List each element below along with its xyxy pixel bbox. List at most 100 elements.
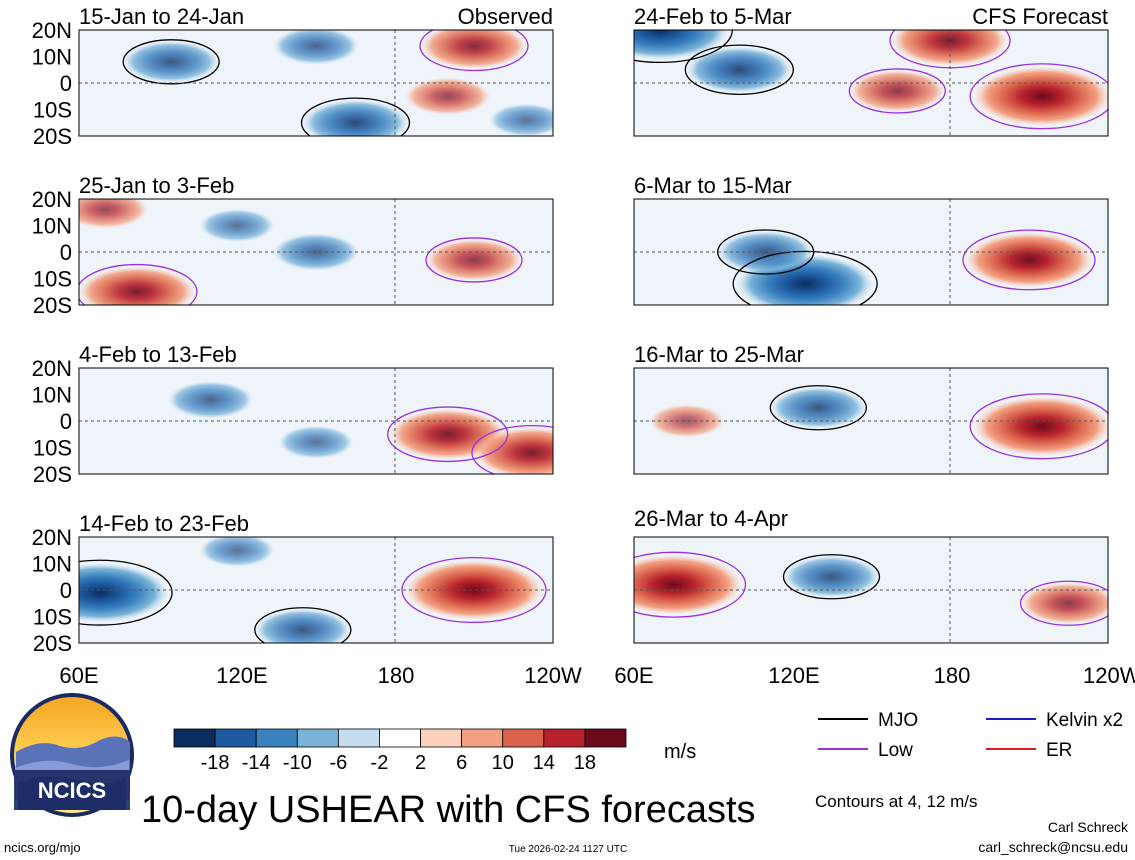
lon-label-180-right: 180	[934, 663, 971, 688]
anomaly-blob-positive	[973, 66, 1108, 127]
lat-label: 10S	[33, 267, 72, 292]
anomaly-blob-negative	[634, 30, 730, 60]
panel-label-obs3: 4-Feb to 13-Feb	[79, 342, 237, 367]
legend-label-er: ER	[1046, 740, 1072, 761]
colorbar-tick-label: 14	[533, 752, 555, 774]
colorbar-swatch	[420, 728, 463, 748]
legend-label-low: Low	[878, 740, 913, 761]
colorbar-tick-label: -2	[371, 752, 389, 774]
figure-title: 10-day USHEAR with CFS forecasts	[141, 789, 756, 831]
lat-label: 20N	[32, 18, 72, 43]
lat-label: 10S	[33, 605, 72, 630]
legend-label-kelvin: Kelvin x2	[1046, 710, 1123, 731]
footer-url: ncics.org/mjo	[4, 840, 81, 855]
footer-timestamp: Tue 2026-02-24 1127 UTC	[509, 844, 627, 855]
colorbar-tick-label: -10	[283, 752, 312, 774]
colorbar-swatch	[461, 728, 504, 748]
lat-label: 0	[60, 578, 72, 603]
anomaly-blob-positive	[849, 69, 946, 112]
anomaly-blob-positive	[79, 266, 196, 305]
footer-email: carl_schreck@ncsu.edu	[978, 839, 1128, 855]
anomaly-blob-negative	[79, 562, 169, 623]
panel-label-obs4: 14-Feb to 23-Feb	[79, 511, 249, 536]
map-panel-obs3	[78, 367, 554, 475]
lon-label-120e-left: 120E	[216, 663, 267, 688]
lat-label: 20S	[33, 293, 72, 318]
colorbar-swatch	[379, 728, 421, 748]
lon-label-120e-right: 120E	[768, 663, 819, 688]
anomaly-blob-positive	[426, 238, 522, 281]
anomaly-blob-positive	[634, 554, 743, 615]
map-panels	[78, 29, 1109, 644]
anomaly-blob-negative	[717, 231, 814, 273]
panel-frame	[78, 198, 554, 306]
lat-label: 10N	[32, 45, 72, 70]
legend-label-mjo: MJO	[878, 710, 918, 731]
anomaly-blob-negative	[686, 46, 793, 93]
anomaly-blob-positive	[79, 199, 149, 229]
panel-frame	[633, 536, 1109, 644]
anomaly-blob-negative	[254, 608, 351, 643]
anomaly-blob-positive	[891, 30, 1009, 66]
anomaly-blob-negative	[273, 30, 359, 65]
lon-label-180-left: 180	[378, 663, 415, 688]
panel-label-fc1: 24-Feb to 5-Mar	[634, 4, 792, 29]
lat-label: 20N	[32, 356, 72, 381]
lat-label: 10S	[33, 436, 72, 461]
panel-frame	[633, 29, 1109, 137]
contour-line	[848, 68, 946, 114]
anomaly-blob-negative	[302, 99, 409, 136]
logo-text: NCICS	[38, 778, 106, 803]
panel-frame	[78, 536, 554, 644]
anomaly-blob-positive	[405, 560, 543, 620]
panel-frame	[633, 198, 1109, 306]
contour-line	[122, 39, 220, 85]
contour-line	[732, 250, 878, 305]
panel-label-fc2: 6-Mar to 15-Mar	[634, 173, 792, 198]
contour-line	[300, 97, 411, 136]
anomaly-blob-positive	[404, 77, 491, 116]
anomaly-blob-negative	[783, 555, 880, 598]
lat-label: 20S	[33, 462, 72, 487]
colorbar-tick-label: -14	[242, 752, 271, 774]
colorbar-swatch	[584, 728, 627, 748]
anomaly-blob-positive	[473, 427, 553, 474]
lon-label-120w-left: 120W	[524, 663, 582, 688]
colorbar-tick-label: 18	[574, 752, 596, 774]
colorbar-tick-label: 10	[492, 752, 514, 774]
panel-label-fc3: 16-Mar to 25-Mar	[634, 342, 804, 367]
colorbar-swatch	[337, 728, 380, 748]
contour-line	[969, 393, 1108, 460]
lat-label: 20N	[32, 187, 72, 212]
map-panel-fc2	[633, 198, 1109, 306]
colorbar-tick-label: -18	[201, 752, 230, 774]
panel-label-obs2: 25-Jan to 3-Feb	[79, 173, 234, 198]
panel-label-obs1: 15-Jan to 24-Jan	[79, 4, 244, 29]
contour-line	[782, 554, 881, 600]
legend: MJO Kelvin x2 Low ER Contours at 4, 12 m…	[815, 710, 1123, 811]
observed-header: Observed	[458, 4, 553, 29]
contour-line	[79, 559, 173, 626]
map-panel-obs4	[78, 536, 554, 644]
map-panel-fc4	[633, 536, 1109, 644]
contour-line	[471, 424, 553, 474]
contour-line	[634, 30, 733, 64]
anomaly-blob-negative	[199, 537, 275, 567]
lat-label: 20S	[33, 631, 72, 656]
anomaly-blob-negative	[167, 381, 254, 419]
anomaly-blob-negative	[770, 386, 867, 429]
colorbar: -18 -14 -10 -6 -2 2 6 10 14 18	[173, 728, 627, 774]
anomaly-blob-positive	[965, 232, 1093, 288]
lat-label: 20S	[33, 124, 72, 149]
colorbar-tick-label: 2	[415, 752, 426, 774]
colorbar-swatch	[173, 728, 216, 748]
contour-line	[962, 229, 1096, 291]
lat-label: 10N	[32, 214, 72, 239]
panel-frame	[78, 29, 554, 137]
contour-line	[717, 229, 815, 275]
contour-line	[425, 237, 523, 283]
contour-line	[79, 263, 198, 305]
colorbar-swatch	[255, 728, 298, 748]
panel-label-fc4: 26-Mar to 4-Apr	[634, 506, 788, 531]
